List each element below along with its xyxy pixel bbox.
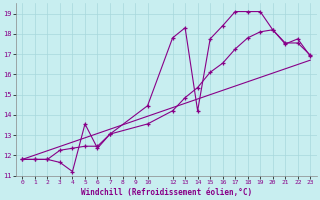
X-axis label: Windchill (Refroidissement éolien,°C): Windchill (Refroidissement éolien,°C)	[81, 188, 252, 197]
